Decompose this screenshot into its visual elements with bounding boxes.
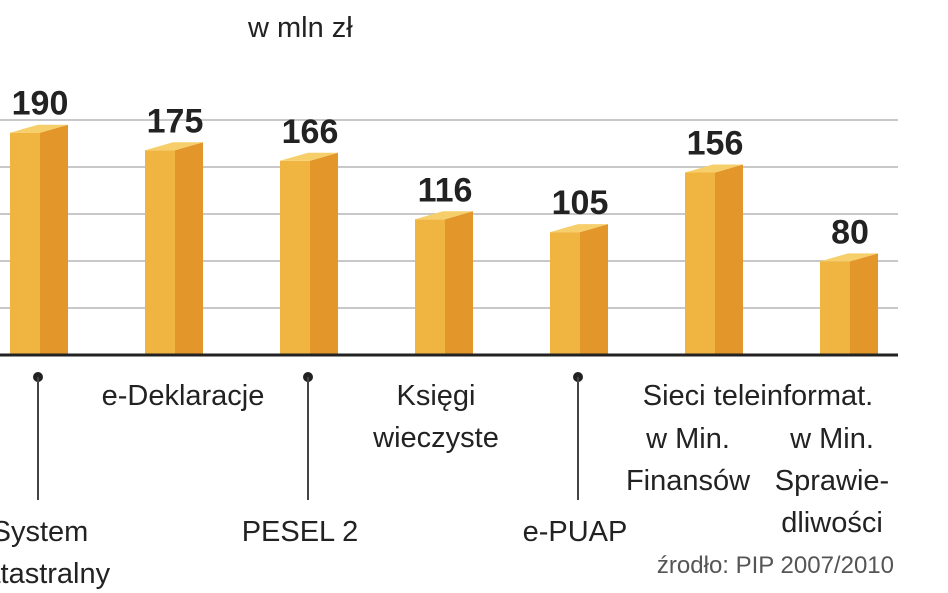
value-label: 175 [147,102,204,140]
value-label: 105 [552,184,609,222]
bar-front [145,150,175,355]
bar-front [280,160,310,355]
value-label: 116 [418,171,473,209]
bar-top [550,224,608,233]
bar-top [820,253,878,262]
bar-3: 166 [280,113,338,355]
bar-top [685,164,743,173]
category-label: w Min. [645,423,730,455]
bar-front [685,172,715,355]
bar-6: 156 [685,124,743,355]
bars: 190 175 166 116 105 156 80 [0,85,898,357]
category-label: e-Deklaracje [102,380,265,412]
bar-side [715,164,743,355]
bar-top [145,142,203,151]
bar-side [580,224,608,355]
category-label: Finansów [626,465,751,497]
category-label: dliwości [781,507,883,539]
bar-5: 105 [550,184,608,355]
source-note: źrodło: PIP 2007/2010 [656,552,894,579]
bar-front [10,132,40,355]
bar-1: 190 [10,85,68,355]
category-label: Księgi [397,380,476,412]
category-label: wieczyste [372,422,499,454]
bar-front [820,261,850,355]
value-label: 166 [282,113,339,151]
bar-side [445,211,473,355]
category-label: System [0,516,88,548]
value-label: 156 [687,124,744,162]
value-label: 80 [831,213,869,251]
category-label: PESEL 2 [242,516,359,548]
value-label: 190 [12,85,69,123]
bar-top [280,152,338,161]
unit-label: w mln zł [248,12,353,44]
bar-7: 80 [820,213,878,355]
bar-top [10,124,68,133]
shared-category-label: Sieci teleinformat. [643,380,874,412]
category-label: e-PUAP [523,516,628,548]
bar-top [415,211,473,220]
category-label: katastralny [0,558,111,590]
bar-4: 116 [415,171,473,355]
bar-side [850,253,878,355]
bar-2: 175 [145,102,203,355]
bar-front [415,219,445,355]
category-labels: System katastralny e-Deklaracje PESEL 2 Księ… [0,372,889,590]
bar-side [310,152,338,355]
bar-side [175,142,203,355]
bar-side [40,124,68,355]
category-label: Sprawie- [775,465,889,497]
category-label: w Min. [789,423,874,455]
bar-front [550,232,580,355]
